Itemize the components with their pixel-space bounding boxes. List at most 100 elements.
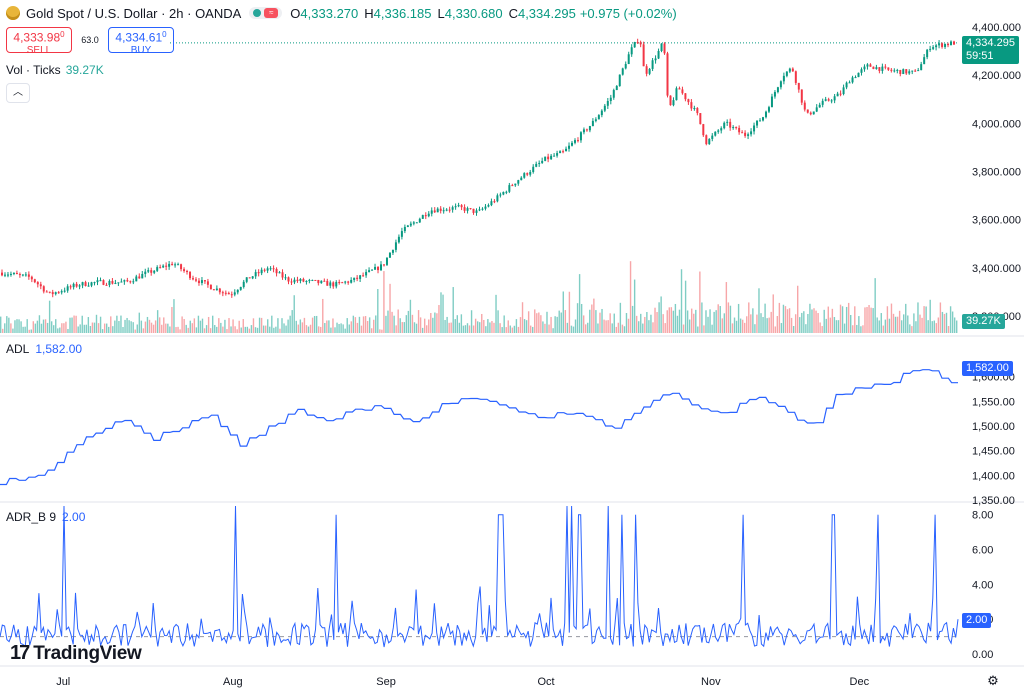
volume-bar bbox=[617, 322, 620, 333]
volume-legend[interactable]: Vol · Ticks 39.27K bbox=[6, 63, 104, 77]
candle-body bbox=[323, 280, 326, 282]
volume-bar bbox=[224, 319, 226, 333]
candle-body bbox=[186, 271, 189, 273]
volume-bar bbox=[943, 313, 946, 333]
candle-body bbox=[890, 69, 893, 71]
candle-body bbox=[944, 43, 947, 47]
collapse-legend-button[interactable]: ︿ bbox=[6, 83, 30, 103]
candle-body bbox=[687, 99, 690, 103]
volume-bar bbox=[222, 326, 224, 333]
volume-bar bbox=[65, 321, 67, 333]
volume-bar bbox=[338, 324, 340, 333]
volume-bar bbox=[148, 319, 151, 333]
adl-legend[interactable]: ADL 1,582.00 bbox=[6, 342, 82, 356]
adl-badge: 1,582.00 bbox=[962, 361, 1013, 376]
volume-bar bbox=[214, 325, 216, 333]
volume-bar bbox=[301, 322, 304, 333]
volume-bar bbox=[756, 314, 758, 333]
volume-bar bbox=[63, 323, 65, 333]
volume-bar bbox=[173, 299, 175, 333]
candle-body bbox=[514, 183, 517, 186]
volume-bar bbox=[603, 319, 605, 333]
sell-button[interactable]: 4,333.980 SELL bbox=[6, 27, 72, 56]
volume-bar bbox=[97, 323, 100, 333]
ohlc-open-label: O bbox=[290, 5, 301, 21]
candle-body bbox=[529, 171, 532, 175]
axes: Jul Aug Sep Oct Nov Dec 4,400.000 4,200.000 4,00… bbox=[0, 22, 1024, 688]
volume-bar bbox=[50, 321, 53, 333]
candle-body bbox=[815, 107, 818, 112]
volume-bar bbox=[364, 316, 367, 333]
volume-bar bbox=[311, 317, 314, 333]
candle-body bbox=[335, 282, 338, 287]
volume-bar bbox=[342, 324, 344, 333]
volume-bar bbox=[896, 316, 899, 333]
volume-bar bbox=[947, 326, 950, 333]
volume-bar bbox=[801, 312, 803, 333]
volume-bar bbox=[511, 327, 514, 333]
volume-bar bbox=[99, 316, 102, 333]
volume-bar bbox=[132, 322, 134, 333]
volume-bar bbox=[821, 326, 823, 333]
candle-body bbox=[576, 140, 579, 142]
candle-body bbox=[206, 281, 209, 285]
volume-bar bbox=[505, 327, 507, 333]
candle-body bbox=[478, 209, 481, 211]
gridlines bbox=[0, 42, 958, 638]
volume-bar bbox=[32, 321, 35, 333]
volume-bar bbox=[193, 318, 196, 333]
candle-body bbox=[227, 292, 230, 295]
volume-bar bbox=[750, 314, 752, 333]
candle-body bbox=[144, 271, 147, 274]
candle-body bbox=[30, 276, 33, 280]
volume-bar bbox=[203, 328, 206, 333]
volume-bar bbox=[205, 325, 208, 333]
candle-body bbox=[132, 281, 135, 283]
volume-bar bbox=[782, 304, 785, 333]
buy-button[interactable]: 4,334.610 BUY bbox=[108, 27, 174, 56]
volume-bar bbox=[377, 289, 379, 333]
volume-bar bbox=[144, 321, 147, 333]
volume-bar bbox=[572, 326, 575, 333]
x-tick-label: Aug bbox=[223, 676, 243, 688]
volume-bar bbox=[913, 313, 915, 333]
candle-body bbox=[565, 148, 568, 152]
volume-bar bbox=[87, 317, 90, 333]
candle-body bbox=[493, 201, 496, 203]
bar-countdown: 59:51 bbox=[966, 50, 994, 62]
volume-bar bbox=[163, 317, 165, 333]
volume-bar bbox=[854, 306, 856, 333]
candle-body bbox=[344, 281, 347, 283]
candle-body bbox=[224, 292, 227, 294]
candle-body bbox=[314, 279, 317, 281]
volume-bar bbox=[152, 324, 155, 333]
volume-bar bbox=[450, 322, 452, 333]
volume-bar bbox=[218, 318, 220, 333]
volume-bar bbox=[699, 271, 701, 333]
sell-label: SELL bbox=[26, 44, 52, 56]
volume-bar bbox=[332, 318, 334, 333]
chevron-up-icon: ︿ bbox=[13, 87, 23, 98]
candle-body bbox=[532, 166, 535, 172]
y-tick-label: 3,400.000 bbox=[972, 263, 1021, 275]
volume-bar bbox=[140, 320, 143, 333]
volume-bar bbox=[128, 320, 130, 333]
gear-icon[interactable]: ⚙ bbox=[987, 673, 999, 688]
candle-body bbox=[932, 47, 935, 49]
symbol-title[interactable]: Gold Spot / U.S. Dollar · 2h · OANDA bbox=[26, 5, 242, 21]
tradingview-logo[interactable]: 17 TradingView bbox=[10, 642, 142, 665]
price-candles[interactable] bbox=[1, 38, 955, 298]
volume-bar bbox=[686, 310, 689, 333]
candle-body bbox=[415, 222, 418, 224]
candle-body bbox=[138, 276, 141, 279]
candle-body bbox=[141, 273, 144, 279]
candle-body bbox=[6, 274, 9, 276]
candle-body bbox=[203, 280, 206, 282]
volume-bar bbox=[211, 315, 214, 333]
candle-body bbox=[926, 49, 929, 58]
adr-legend[interactable]: ADR_B 9 2.00 bbox=[6, 510, 85, 524]
status-pill[interactable]: ≈ bbox=[249, 7, 283, 19]
candle-body bbox=[454, 206, 457, 208]
candle-body bbox=[523, 173, 526, 178]
